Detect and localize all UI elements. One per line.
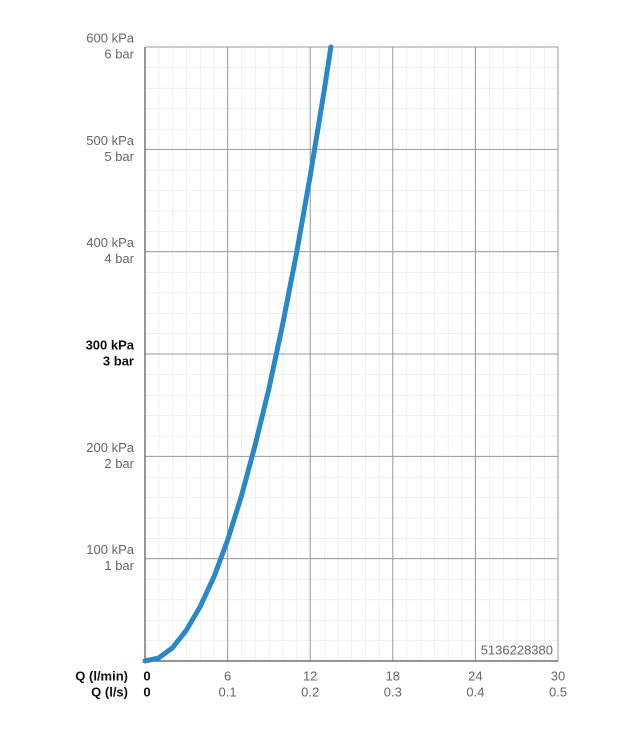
y-tick-label: 600 kPa	[86, 30, 134, 45]
x2-tick-label: 0	[143, 684, 150, 699]
y-tick-label: 400 kPa	[86, 235, 134, 250]
x2-tick-label: 0.2	[301, 684, 319, 699]
y2-tick-label: 6 bar	[104, 46, 134, 61]
y2-tick-label: 5 bar	[104, 149, 134, 164]
x2-tick-label: 0.5	[549, 684, 567, 699]
y-tick-label: 300 kPa	[86, 337, 135, 352]
x-tick-label: 6	[224, 668, 231, 683]
data-line	[142, 44, 334, 664]
y-tick-label: 100 kPa	[86, 542, 134, 557]
x2-tick-label: 0.4	[466, 684, 484, 699]
x-axis-label: Q (l/min)	[75, 668, 128, 683]
x-tick-label: 12	[303, 668, 317, 683]
x-tick-label: 24	[468, 668, 482, 683]
x-tick-label: 18	[386, 668, 400, 683]
y-tick-label: 500 kPa	[86, 133, 134, 148]
x2-axis-label: Q (l/s)	[91, 684, 128, 699]
x2-tick-label: 0.1	[219, 684, 237, 699]
y2-tick-label: 1 bar	[104, 558, 134, 573]
y2-tick-label: 2 bar	[104, 456, 134, 471]
y-tick-label: 200 kPa	[86, 440, 134, 455]
x-tick-label: 30	[551, 668, 565, 683]
annotation: 5136228380	[481, 642, 553, 657]
x2-tick-label: 0.3	[384, 684, 402, 699]
x-tick-label: 0	[143, 668, 150, 683]
y2-tick-label: 4 bar	[104, 251, 134, 266]
y2-tick-label: 3 bar	[103, 353, 134, 368]
